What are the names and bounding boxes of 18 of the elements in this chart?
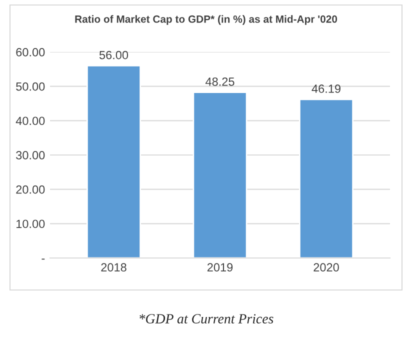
x-tick-label: 2020 (314, 263, 339, 272)
bar (192, 92, 248, 258)
y-tick-label: 40.00 (16, 116, 45, 126)
x-tick-label: 2018 (101, 263, 126, 272)
chart-title: Ratio of Market Cap to GDP* (in %) as at Mid-Apr '020 (75, 15, 338, 25)
text: *GDP at Current Prices (140, 314, 274, 324)
x-tick-label: 2019 (207, 263, 233, 272)
data-label: 48.25 (206, 77, 234, 86)
y-tick-label: - (42, 258, 45, 260)
data-label: 56.00 (99, 50, 128, 60)
bar (298, 98, 354, 258)
y-tick-label: 10.00 (16, 220, 45, 228)
y-tick-label: 20.00 (16, 185, 45, 194)
y-tick-label: 30.00 (16, 151, 45, 160)
data-label: 46.19 (312, 84, 340, 93)
bar (86, 65, 142, 258)
y-tick-label: 50.00 (16, 82, 45, 91)
y-tick-label: 60.00 (16, 48, 45, 56)
